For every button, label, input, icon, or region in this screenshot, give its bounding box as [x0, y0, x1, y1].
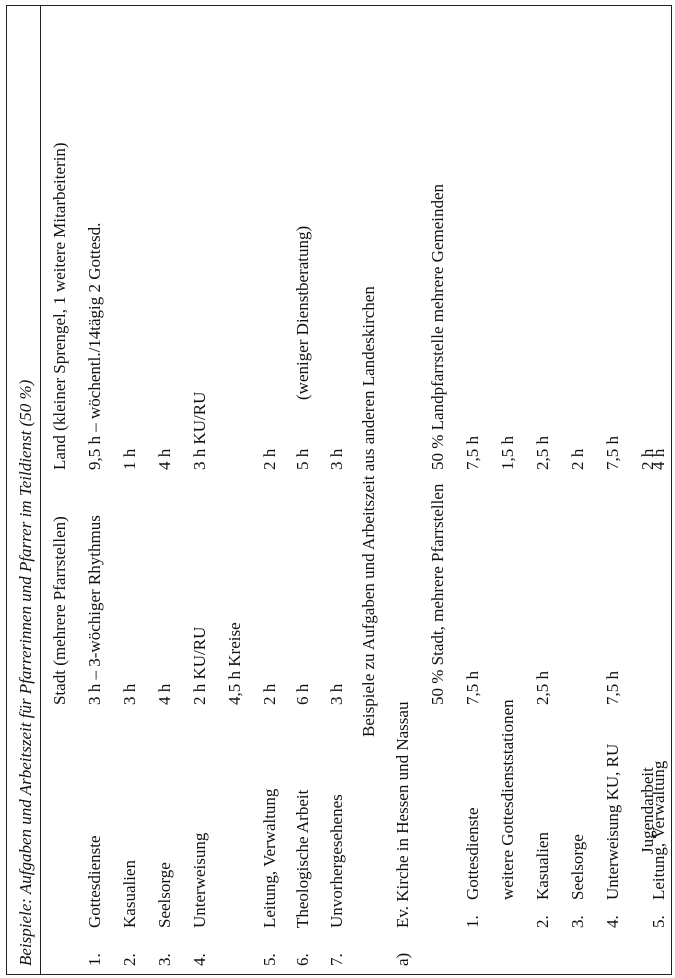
task-label: Unterweisung	[190, 832, 209, 928]
task-label: Kasualien	[533, 832, 552, 900]
task-label: Kasualien	[120, 860, 139, 928]
row-number: 3.	[568, 915, 587, 928]
task-label: Gottesdienste	[463, 807, 482, 900]
land-value: 4 h	[155, 448, 174, 470]
task-label: Leitung, Verwaltung	[260, 788, 279, 928]
land-value: 4 h	[649, 448, 668, 470]
land-note: (weniger Dienstberatung)	[293, 225, 312, 400]
land-value: 1 h	[120, 448, 139, 470]
section-heading: Beispiele zu Aufgaben und Arbeitszeit au…	[359, 286, 378, 737]
stadt-value: 6 h	[293, 683, 312, 705]
page-title: Beispiele: Aufgaben und Arbeitszeit für …	[16, 379, 35, 966]
task-label: Seelsorge	[568, 834, 587, 900]
header-stadt-2: 50 % Stadt, mehrere Pfarrstellen	[428, 483, 447, 705]
row-number: 1.	[85, 953, 104, 966]
stadt-value: 4,5 h Kreise	[225, 622, 244, 705]
task-label: Seelsorge	[155, 862, 174, 928]
stadt-value: 3 h	[120, 683, 139, 705]
row-number: 5.	[260, 953, 279, 966]
stadt-value: 3 h	[327, 683, 346, 705]
header-land: Land (kleiner Sprengel, 1 weitere Mitarb…	[50, 142, 69, 470]
row-number: 2.	[120, 953, 139, 966]
stadt-value: 7,5 h	[463, 671, 482, 705]
land-value: 2 h	[260, 448, 279, 470]
land-value: 3 h	[327, 448, 346, 470]
row-number: 7.	[327, 953, 346, 966]
land-value: 2 h	[568, 448, 587, 470]
church-name: Ev. Kirche in Hessen und Nassau	[393, 701, 412, 928]
stadt-value: 7,5 h	[603, 671, 622, 705]
header-land-2: 50 % Landpfarrstelle mehrere Gemeinden	[428, 183, 447, 470]
row-number: 5.	[649, 915, 668, 928]
land-value: 3 h KU/RU	[190, 391, 209, 470]
land-value: 1,5 h	[498, 436, 517, 470]
land-value: 5 h	[293, 448, 312, 470]
stadt-value: 4 h	[155, 683, 174, 705]
subsection-label: a)	[393, 952, 412, 966]
stadt-value: 2 h	[260, 683, 279, 705]
stadt-value: 3 h – 3-wöchiger Rhythmus	[85, 515, 104, 705]
task-label: weitere Gottesdienststationen	[498, 699, 517, 900]
row-number: 1.	[463, 915, 482, 928]
title-divider	[40, 5, 41, 975]
row-number: 3.	[155, 953, 174, 966]
task-label: Leitung, Verwaltung	[649, 760, 668, 900]
land-value: 7,5 h	[463, 436, 482, 470]
row-number: 2.	[533, 915, 552, 928]
row-number: 4.	[603, 915, 622, 928]
header-stadt: Stadt (mehrere Pfarrstellen)	[50, 516, 69, 705]
land-value: 9,5 h – wöchentl./14tägig 2 Gottesd.	[85, 222, 104, 470]
land-value: 2,5 h	[533, 436, 552, 470]
stadt-value: 2,5 h	[533, 671, 552, 705]
row-number: 6.	[293, 953, 312, 966]
stadt-value: 2 h KU/RU	[190, 626, 209, 705]
task-label: Theologische Arbeit	[293, 789, 312, 928]
task-label: Unterweisung KU, RU	[603, 743, 622, 900]
row-number: 4.	[190, 953, 209, 966]
task-label: Gottesdienste	[85, 835, 104, 928]
task-label: Unvorhergesehenes	[327, 794, 346, 928]
land-value: 7,5 h	[603, 436, 622, 470]
